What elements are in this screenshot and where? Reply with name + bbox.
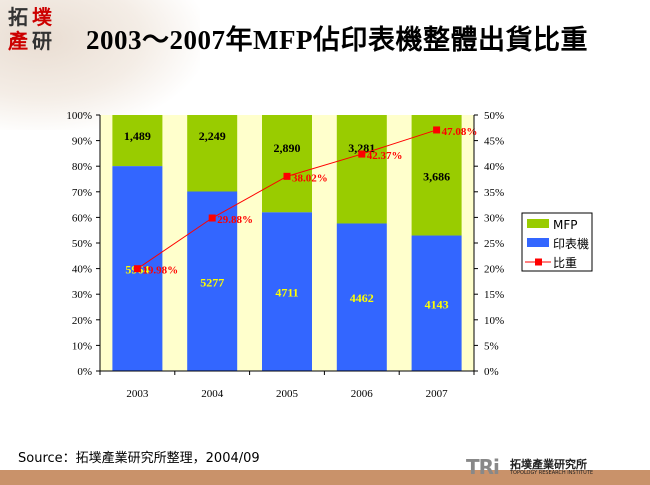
ratio-marker xyxy=(133,265,141,273)
legend-entry: MFP xyxy=(553,218,578,232)
legend-marker xyxy=(535,258,542,266)
bar-mfp xyxy=(187,115,238,192)
data-label-ratio: 19.98% xyxy=(142,265,178,277)
x-tick-label: 2006 xyxy=(351,388,374,400)
ratio-marker xyxy=(283,172,291,180)
left-tick-label: 50% xyxy=(72,238,92,250)
bar-printer xyxy=(262,212,312,371)
right-tick-label: 10% xyxy=(484,315,504,327)
right-tick-label: 45% xyxy=(484,136,504,148)
ratio-marker xyxy=(358,150,366,158)
data-label-printer: 5277 xyxy=(200,275,224,289)
chart: 200359641,489200452772,249200547112,8902… xyxy=(66,110,593,400)
ratio-marker xyxy=(433,126,441,134)
left-tick-label: 60% xyxy=(72,212,92,224)
tri-mark: TRi xyxy=(466,455,500,479)
bar-printer xyxy=(336,223,387,371)
left-tick-label: 10% xyxy=(72,340,92,352)
bar-mfp xyxy=(262,115,312,213)
logo: 拓 墣 產 研 xyxy=(8,6,60,54)
footer-bar xyxy=(0,470,650,485)
ratio-marker xyxy=(208,214,216,222)
right-tick-label: 5% xyxy=(484,340,499,352)
right-tick-label: 20% xyxy=(484,264,504,276)
x-tick-label: 2005 xyxy=(276,388,299,400)
x-tick-label: 2003 xyxy=(126,388,149,400)
left-tick-label: 20% xyxy=(72,315,92,327)
right-tick-label: 30% xyxy=(484,212,504,224)
left-tick-label: 70% xyxy=(72,187,92,199)
background-map xyxy=(0,0,200,130)
data-label-mfp: 2,249 xyxy=(199,129,226,143)
legend-swatch xyxy=(527,238,549,247)
bar-mfp xyxy=(112,115,163,167)
right-tick-label: 0% xyxy=(484,366,499,378)
logo-char: 拓 xyxy=(8,5,28,29)
left-tick-label: 100% xyxy=(66,110,92,122)
legend-entry: 比重 xyxy=(553,256,577,270)
left-tick-label: 40% xyxy=(72,264,92,276)
left-tick-label: 0% xyxy=(77,366,92,378)
brand-cn: 拓墣產業研究所 xyxy=(510,458,587,471)
logo-char: 研 xyxy=(32,29,52,53)
source-note: Source：拓墣產業研究所整理，2004/09 xyxy=(18,451,260,466)
right-tick-label: 25% xyxy=(484,238,504,250)
right-tick-label: 50% xyxy=(484,110,504,122)
legend-entry: 印表機 xyxy=(553,236,589,251)
bar-printer xyxy=(411,235,462,371)
x-tick-label: 2007 xyxy=(426,388,449,400)
data-label-mfp: 1,489 xyxy=(124,129,151,143)
data-label-ratio: 47.08% xyxy=(442,126,478,138)
right-tick-label: 15% xyxy=(484,289,504,301)
right-tick-label: 35% xyxy=(484,187,504,199)
x-tick-label: 2004 xyxy=(201,388,224,400)
legend-swatch xyxy=(527,219,549,228)
data-label-mfp: 3,686 xyxy=(423,169,450,183)
data-label-ratio: 29.88% xyxy=(217,214,253,226)
tri-logo: TRi 拓墣產業研究所 TOPOLOGY RESEARCH INSTITUTE xyxy=(466,455,593,479)
data-label-printer: 4711 xyxy=(275,286,298,300)
bar-mfp xyxy=(336,115,387,224)
brand-en: TOPOLOGY RESEARCH INSTITUTE xyxy=(510,470,594,476)
right-tick-label: 40% xyxy=(484,161,504,173)
data-label-printer: 4462 xyxy=(350,291,374,305)
data-label-ratio: 42.37% xyxy=(367,150,403,162)
logo-char: 墣 xyxy=(32,5,52,29)
data-label-printer: 4143 xyxy=(425,297,449,311)
left-tick-label: 90% xyxy=(72,136,92,148)
data-label-mfp: 2,890 xyxy=(274,141,301,155)
page-title: 2003～2007年MFP佔印表機整體出貨比重 xyxy=(86,25,588,55)
data-label-ratio: 38.02% xyxy=(292,172,328,184)
left-tick-label: 80% xyxy=(72,161,92,173)
left-tick-label: 30% xyxy=(72,289,92,301)
logo-char: 產 xyxy=(8,29,28,53)
